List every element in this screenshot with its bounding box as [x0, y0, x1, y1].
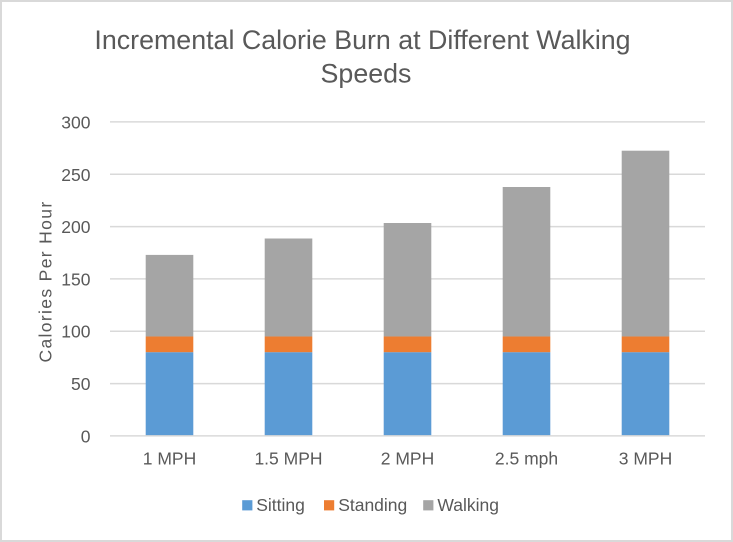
- svg-text:50: 50: [71, 374, 91, 394]
- svg-text:Standing: Standing: [338, 495, 407, 515]
- svg-text:0: 0: [81, 426, 91, 446]
- svg-text:150: 150: [61, 269, 90, 289]
- svg-text:200: 200: [61, 217, 90, 237]
- svg-text:100: 100: [61, 322, 90, 342]
- svg-text:1.5 MPH: 1.5 MPH: [254, 448, 322, 468]
- svg-text:2.5 mph: 2.5 mph: [495, 448, 558, 468]
- svg-text:Incremental Calorie Burn at Di: Incremental Calorie Burn at Different Wa…: [94, 25, 630, 55]
- svg-text:Walking: Walking: [437, 495, 499, 515]
- svg-text:2 MPH: 2 MPH: [381, 448, 434, 468]
- svg-text:1 MPH: 1 MPH: [143, 448, 196, 468]
- svg-text:3 MPH: 3 MPH: [619, 448, 672, 468]
- svg-text:Calories Per Hour: Calories Per Hour: [36, 200, 56, 362]
- svg-text:Speeds: Speeds: [321, 59, 412, 89]
- svg-text:300: 300: [61, 112, 90, 132]
- svg-text:Sitting: Sitting: [256, 495, 305, 515]
- svg-text:250: 250: [61, 165, 90, 185]
